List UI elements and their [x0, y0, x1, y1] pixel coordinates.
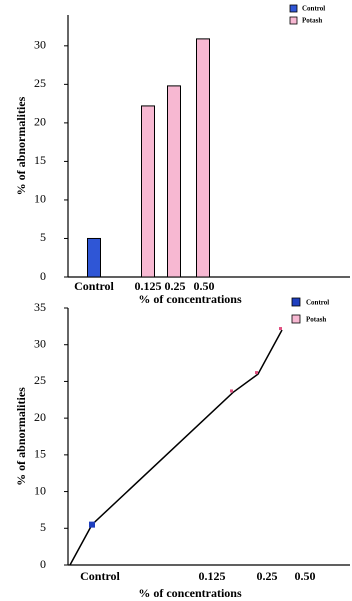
line [69, 329, 283, 566]
legend-swatch [291, 314, 301, 324]
x-tick-label: 0.125 [199, 569, 226, 583]
bar [196, 38, 210, 278]
bar [167, 85, 181, 278]
x-tick-label: 0.25 [165, 279, 186, 293]
y-tick-label: 10 [34, 192, 46, 206]
y-axis-title: % of abnormalities [14, 96, 28, 195]
y-tick-label: 0 [40, 557, 46, 571]
x-axis-title: % of concentrations [138, 292, 242, 306]
x-tick-label: Control [80, 569, 120, 583]
x-axis-title: % of concentrations [138, 586, 242, 600]
y-tick-label: 15 [34, 153, 46, 167]
x-tick-label: 0.125 [135, 279, 162, 293]
legend-swatch [289, 4, 298, 13]
bar [87, 237, 101, 278]
legend-label: Control [302, 5, 325, 13]
y-tick-label: 20 [34, 410, 46, 424]
y-axis-title: % of abnormalities [14, 387, 28, 486]
y-tick-label: 25 [34, 76, 46, 90]
point [279, 327, 282, 331]
point [89, 521, 95, 528]
y-tick-label: 10 [34, 483, 46, 497]
y-tick-label: 30 [34, 38, 46, 52]
x-tick-label: 0.50 [295, 569, 316, 583]
y-tick-label: 5 [40, 520, 46, 534]
legend-label: Potash [306, 316, 326, 324]
x-tick-label: Control [74, 279, 114, 293]
point [255, 371, 258, 375]
y-tick-label: 25 [34, 373, 46, 387]
bar [141, 105, 155, 278]
legend-swatch [291, 297, 301, 307]
y-tick-label: 20 [34, 115, 46, 129]
x-tick-label: 0.50 [194, 279, 215, 293]
x-tick-label: 0.25 [257, 569, 278, 583]
y-tick-label: 35 [34, 300, 46, 314]
legend-label: Potash [302, 17, 322, 25]
legend-label: Control [306, 299, 329, 307]
point [230, 389, 233, 393]
y-tick-label: 5 [40, 230, 46, 244]
y-tick-label: 15 [34, 447, 46, 461]
y-tick-label: 0 [40, 269, 46, 283]
legend-swatch [289, 16, 298, 25]
y-tick-label: 30 [34, 336, 46, 350]
